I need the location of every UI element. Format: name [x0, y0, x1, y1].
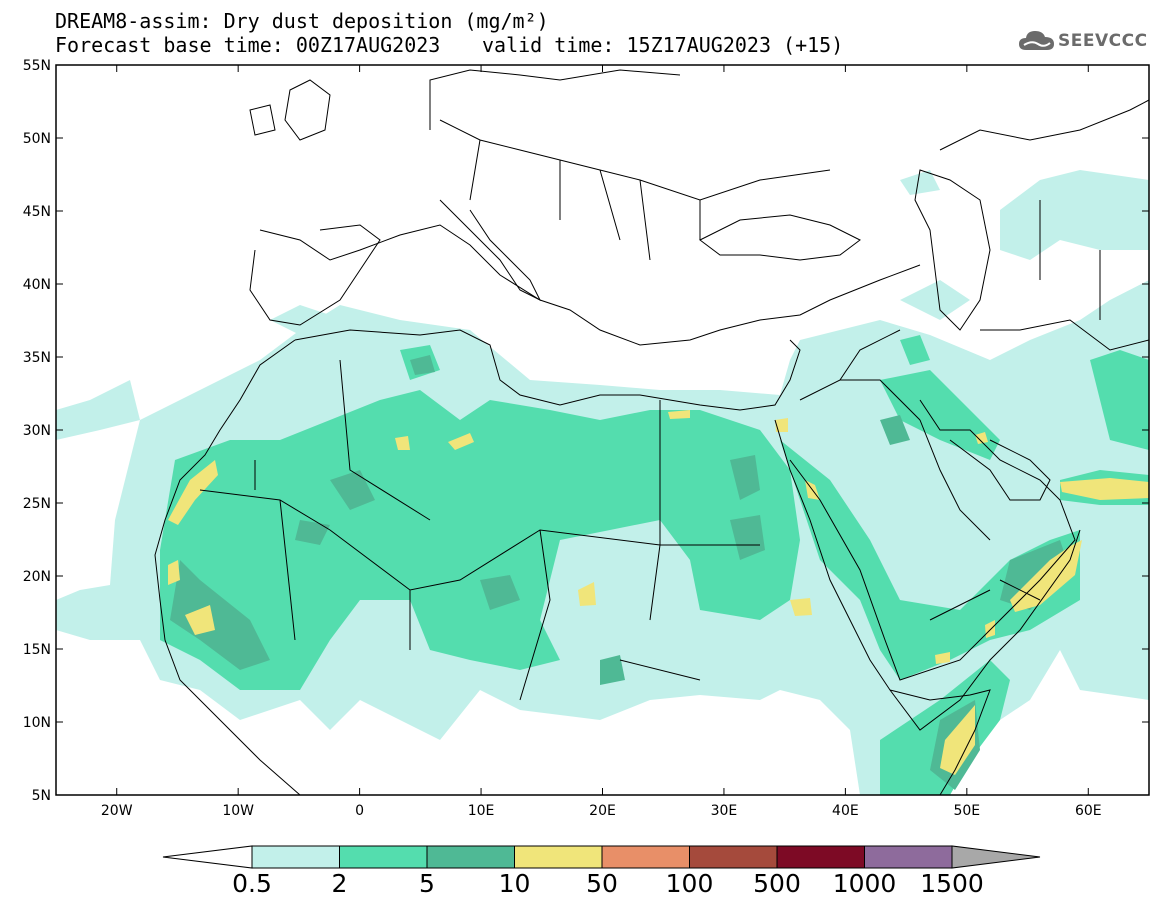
caspian-coast [914, 169, 991, 331]
colorbar-segment [776, 845, 865, 869]
iberia-coast [249, 224, 381, 326]
dust-contours [56, 170, 1149, 795]
africa-coastline [294, 329, 801, 411]
colorbar-segment [689, 845, 778, 869]
colorbar-segment [601, 845, 690, 869]
map-title: DREAM8-assim: Dry dust deposition (mg/m²… [55, 9, 549, 33]
colorbar-level-label: 10 [499, 869, 531, 898]
colorbar-level-label: 5 [419, 869, 435, 898]
colorbar-level-label: 500 [753, 869, 801, 898]
forecast-base-time: Forecast base time: 00Z17AUG2023 [55, 33, 441, 57]
lat-label: 10N [23, 715, 51, 731]
lon-label: 20W [101, 803, 133, 819]
lon-label: 60E [1075, 803, 1102, 819]
lat-label: 50N [23, 131, 51, 147]
forecast-time-line: Forecast base time: 00Z17AUG2023 valid ti… [55, 33, 843, 57]
black-sea-coast [699, 214, 861, 261]
colorbar-level-label: 0.5 [232, 869, 272, 898]
europe-coastline [259, 224, 921, 346]
british-isles [249, 79, 331, 141]
latitude-axis: 5N 10N 15N 20N 25N 30N 35N 40N 45N 50N 55N [23, 58, 1149, 804]
contour-level-10-50 [168, 410, 1149, 775]
lat-label: 5N [32, 788, 51, 804]
central-asia-borders [939, 99, 1149, 351]
lon-label: 50E [953, 803, 980, 819]
colorbar-level-label: 100 [666, 869, 714, 898]
europe-borders [429, 69, 831, 261]
longitude-axis: 20W 10W 0 10E 20E 30E 40E 50E 60E [101, 65, 1102, 819]
lat-label: 40N [23, 277, 51, 293]
lon-label: 10W [222, 803, 254, 819]
lon-label: 30E [711, 803, 738, 819]
lat-label: 15N [23, 642, 51, 658]
colorbar-segment [514, 845, 603, 869]
lon-label: 20E [589, 803, 616, 819]
horn-of-africa-coast [889, 689, 991, 795]
persian-gulf-coast [949, 439, 1051, 501]
lon-label: 40E [832, 803, 859, 819]
cloud-icon [1019, 31, 1054, 50]
lat-label: 55N [23, 58, 51, 74]
colorbar: 0.5 2 5 10 50 100 500 1000 1500 [162, 845, 1041, 898]
colorbar-level-label: 1000 [833, 869, 897, 898]
lon-label: 0 [355, 803, 364, 819]
colorbar-high-arrow [951, 845, 1041, 869]
lat-label: 30N [23, 423, 51, 439]
lat-label: 45N [23, 204, 51, 220]
west-africa-coastline [154, 339, 301, 795]
africa-borders [199, 359, 760, 701]
valid-time: valid time: 15Z17AUG2023 (+15) [482, 33, 844, 57]
italy-coast [439, 199, 542, 302]
seevccc-logo: SEEVCCC [1018, 26, 1148, 56]
colorbar-segment [251, 845, 340, 869]
colorbar-segment [864, 845, 953, 869]
colorbar-low-arrow [162, 845, 253, 869]
lat-label: 20N [23, 569, 51, 585]
colorbar-level-label: 2 [332, 869, 348, 898]
lat-label: 25N [23, 496, 51, 512]
colorbar-segment [339, 845, 428, 869]
lat-label: 35N [23, 350, 51, 366]
middle-east-borders [799, 329, 1041, 621]
colorbar-level-label: 1500 [920, 869, 984, 898]
lon-label: 10E [468, 803, 495, 819]
colorbar-segment [426, 845, 515, 869]
colorbar-level-label: 50 [586, 869, 618, 898]
logo-text: SEEVCCC [1058, 31, 1148, 51]
coastlines-and-borders [154, 69, 1149, 795]
arabia-coast [789, 399, 1076, 681]
